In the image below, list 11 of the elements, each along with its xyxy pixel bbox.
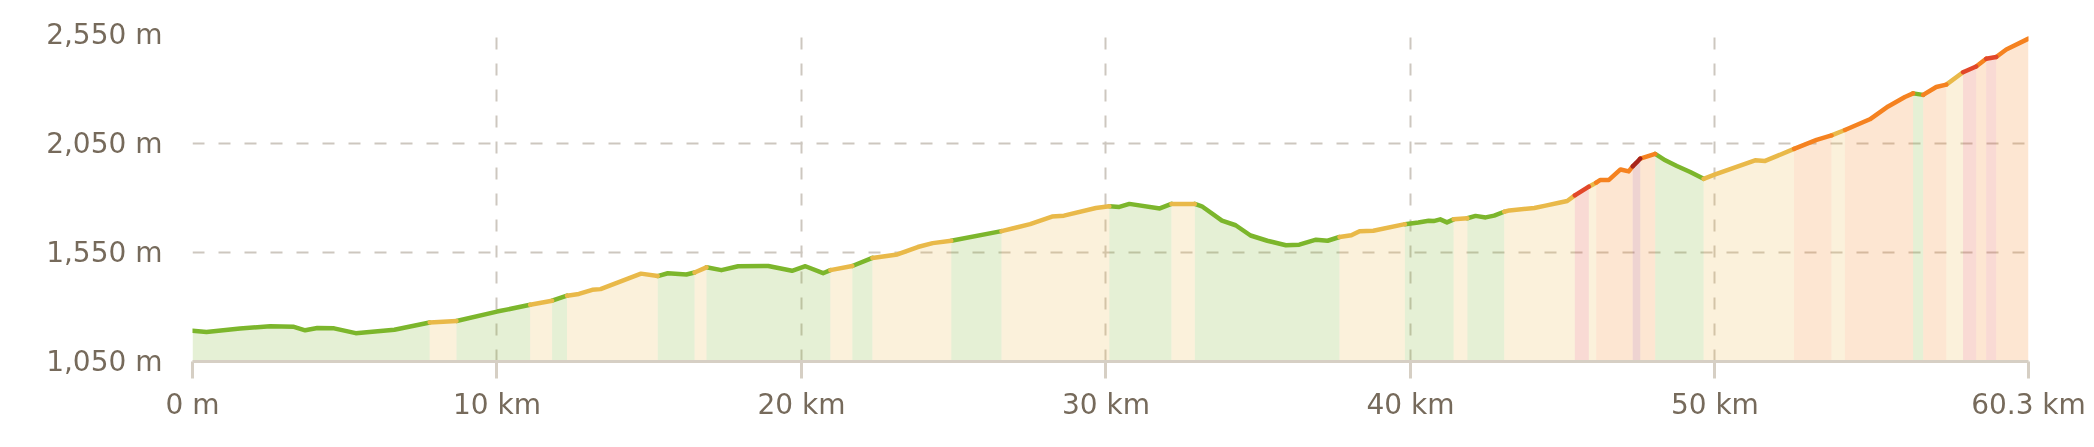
x-tick-label: 60.3 km (1971, 387, 2086, 421)
x-tick-label: 50 km (1670, 387, 1759, 421)
y-tick-label: 2,050 m (46, 127, 163, 160)
x-tick-label: 30 km (1061, 387, 1150, 421)
y-tick-label: 1,550 m (46, 236, 163, 269)
x-tick-label: 20 km (757, 387, 846, 421)
y-tick-label: 1,050 m (46, 345, 163, 378)
y-tick-label: 2,550 m (46, 18, 163, 51)
x-tick-label: 10 km (452, 387, 541, 421)
x-tick-label: 40 km (1366, 387, 1455, 421)
x-tick-label: 0 m (165, 387, 220, 421)
